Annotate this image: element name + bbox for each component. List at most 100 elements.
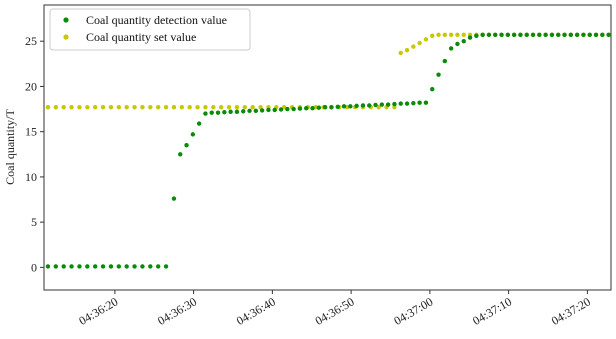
data-point xyxy=(179,105,185,110)
data-point xyxy=(329,105,334,110)
y-axis: 0 5 10 15 20 25 xyxy=(25,34,44,274)
legend: Coal quantity detection value Coal quanti… xyxy=(49,8,251,51)
data-point xyxy=(140,264,145,269)
data-point xyxy=(155,264,161,269)
data-point xyxy=(171,196,177,201)
data-point xyxy=(474,33,479,38)
data-point xyxy=(379,102,385,107)
x-tick-label: 04:36:40 xyxy=(234,294,278,327)
data-point xyxy=(196,121,202,126)
y-tick-label: 15 xyxy=(25,125,37,139)
data-point xyxy=(304,105,309,111)
data-point xyxy=(430,86,435,92)
data-point xyxy=(461,32,466,38)
data-point xyxy=(124,105,129,110)
x-tick-label: 04:37:20 xyxy=(549,294,593,327)
data-point xyxy=(600,32,605,38)
data-point xyxy=(448,46,454,51)
data-point xyxy=(392,105,397,110)
data-point xyxy=(155,105,161,110)
data-point xyxy=(448,32,454,38)
data-point xyxy=(211,105,216,110)
data-point xyxy=(209,110,214,115)
x-tick-label: 04:36:20 xyxy=(76,294,120,327)
data-point xyxy=(253,108,259,114)
data-point xyxy=(171,105,177,110)
x-tick-label: 04:37:10 xyxy=(470,294,514,327)
data-point xyxy=(124,264,129,269)
data-point xyxy=(278,107,284,112)
y-tick-label: 20 xyxy=(25,79,37,93)
data-point xyxy=(442,58,448,64)
legend-marker xyxy=(63,34,69,40)
data-point xyxy=(404,101,410,106)
data-point xyxy=(77,264,82,269)
data-point xyxy=(486,32,492,38)
data-point xyxy=(228,109,233,114)
y-tick-label: 25 xyxy=(25,34,37,48)
data-point xyxy=(430,33,435,38)
y-tick-label: 0 xyxy=(31,260,37,274)
plot-frame xyxy=(43,4,612,291)
data-point xyxy=(524,32,529,38)
data-point xyxy=(543,32,548,38)
data-point xyxy=(404,48,410,53)
data-point xyxy=(530,32,536,38)
data-point xyxy=(108,264,114,269)
data-point xyxy=(480,32,485,38)
data-point xyxy=(455,32,460,38)
y-tick-label: 10 xyxy=(25,170,37,184)
series-0 xyxy=(45,32,611,269)
data-point xyxy=(203,105,208,110)
data-point xyxy=(241,109,246,114)
data-point xyxy=(493,32,498,38)
data-point xyxy=(108,105,114,110)
data-point xyxy=(132,105,137,110)
data-point xyxy=(226,105,232,110)
data-point xyxy=(581,32,586,38)
data-point xyxy=(455,41,460,47)
data-point xyxy=(574,32,580,38)
data-point xyxy=(259,108,265,113)
data-point xyxy=(178,152,183,157)
data-point xyxy=(360,103,366,108)
data-point xyxy=(77,105,82,110)
data-point xyxy=(234,105,240,110)
x-tick-label: 04:36:30 xyxy=(155,294,199,327)
data-point xyxy=(116,264,122,269)
data-point xyxy=(354,103,359,109)
data-point xyxy=(215,110,221,115)
data-point xyxy=(85,264,90,269)
data-point xyxy=(376,105,381,110)
data-point xyxy=(234,109,240,114)
data-point xyxy=(385,102,391,107)
data-point xyxy=(53,264,59,269)
data-point xyxy=(100,264,106,269)
data-point xyxy=(568,32,574,38)
legend-marker xyxy=(63,17,69,23)
data-point xyxy=(116,105,122,110)
data-point xyxy=(195,105,200,110)
data-point xyxy=(184,143,189,148)
data-point xyxy=(148,264,153,269)
data-point xyxy=(367,103,372,108)
data-point xyxy=(411,44,416,49)
x-tick-label: 04:37:00 xyxy=(391,294,435,327)
data-point xyxy=(69,105,74,110)
data-point xyxy=(285,106,290,112)
data-point xyxy=(132,264,137,269)
data-point xyxy=(100,105,106,110)
data-point xyxy=(467,35,473,40)
data-point xyxy=(411,100,416,106)
data-point xyxy=(335,104,340,109)
data-point xyxy=(518,32,523,38)
data-point xyxy=(417,100,422,105)
data-point xyxy=(92,264,98,269)
data-point xyxy=(417,40,422,46)
data-point xyxy=(423,100,429,105)
y-axis-title: Coal quantity/T xyxy=(3,109,17,185)
data-point xyxy=(222,110,227,115)
data-point xyxy=(310,105,315,111)
data-point xyxy=(593,32,599,38)
data-point xyxy=(423,37,429,42)
